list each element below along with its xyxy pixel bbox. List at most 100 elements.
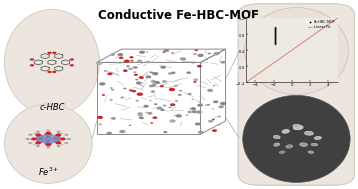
Circle shape	[28, 142, 33, 144]
Circle shape	[197, 65, 202, 67]
Circle shape	[124, 60, 130, 63]
Circle shape	[55, 133, 61, 136]
Circle shape	[174, 85, 177, 87]
Circle shape	[57, 145, 61, 147]
Ellipse shape	[293, 125, 303, 130]
Circle shape	[28, 134, 33, 136]
Circle shape	[187, 111, 192, 113]
Circle shape	[146, 51, 149, 53]
Circle shape	[134, 74, 138, 76]
Circle shape	[156, 107, 163, 110]
Circle shape	[137, 112, 142, 115]
Circle shape	[163, 131, 168, 133]
Circle shape	[171, 52, 174, 54]
Circle shape	[218, 124, 221, 125]
Circle shape	[193, 81, 197, 83]
Circle shape	[47, 71, 52, 73]
Circle shape	[126, 65, 130, 67]
Circle shape	[96, 62, 102, 65]
Ellipse shape	[274, 143, 280, 146]
Circle shape	[197, 104, 203, 107]
Circle shape	[129, 125, 131, 126]
Circle shape	[60, 137, 66, 140]
Ellipse shape	[308, 151, 314, 153]
Circle shape	[187, 71, 191, 74]
Circle shape	[107, 132, 109, 133]
Circle shape	[207, 89, 213, 92]
Circle shape	[160, 85, 164, 87]
Circle shape	[70, 64, 74, 67]
Circle shape	[199, 123, 201, 125]
Circle shape	[151, 90, 155, 93]
Circle shape	[213, 85, 216, 86]
Circle shape	[45, 143, 51, 146]
Circle shape	[195, 122, 200, 125]
Circle shape	[120, 96, 125, 99]
Circle shape	[154, 103, 158, 105]
Circle shape	[30, 58, 34, 61]
Circle shape	[45, 132, 51, 135]
Ellipse shape	[286, 145, 292, 148]
Circle shape	[192, 62, 194, 64]
Circle shape	[168, 72, 173, 75]
Circle shape	[169, 107, 171, 108]
Circle shape	[154, 81, 160, 84]
Circle shape	[44, 137, 52, 141]
Circle shape	[147, 112, 153, 115]
Circle shape	[64, 134, 68, 136]
Circle shape	[46, 129, 50, 132]
Circle shape	[104, 70, 107, 72]
Circle shape	[107, 72, 113, 75]
Circle shape	[35, 141, 41, 144]
Circle shape	[36, 131, 40, 133]
Circle shape	[145, 75, 151, 78]
Circle shape	[180, 57, 186, 61]
Circle shape	[143, 105, 149, 108]
Circle shape	[176, 114, 182, 118]
Circle shape	[169, 119, 176, 123]
Circle shape	[99, 82, 106, 86]
Ellipse shape	[4, 9, 100, 115]
Circle shape	[129, 56, 134, 58]
Circle shape	[187, 93, 192, 95]
Circle shape	[151, 84, 156, 87]
Circle shape	[169, 88, 175, 91]
Circle shape	[162, 80, 166, 82]
Circle shape	[152, 83, 156, 85]
Circle shape	[106, 132, 112, 135]
Circle shape	[150, 122, 153, 124]
Circle shape	[119, 130, 126, 133]
Text: c-HBC: c-HBC	[39, 103, 65, 112]
Circle shape	[164, 49, 169, 52]
Circle shape	[163, 105, 166, 106]
Circle shape	[123, 70, 128, 72]
Ellipse shape	[245, 8, 348, 94]
Circle shape	[52, 135, 60, 139]
Circle shape	[123, 88, 127, 89]
Circle shape	[212, 119, 215, 120]
Circle shape	[151, 80, 155, 83]
Circle shape	[207, 104, 210, 106]
Circle shape	[52, 139, 60, 143]
Circle shape	[192, 110, 197, 113]
Circle shape	[136, 100, 139, 102]
Ellipse shape	[282, 129, 289, 133]
Circle shape	[67, 138, 71, 140]
Ellipse shape	[273, 135, 280, 139]
Ellipse shape	[279, 151, 285, 153]
Ellipse shape	[305, 131, 313, 135]
Circle shape	[137, 92, 143, 96]
Ellipse shape	[293, 124, 300, 127]
Circle shape	[192, 98, 194, 100]
Circle shape	[139, 76, 144, 79]
Circle shape	[46, 146, 50, 148]
Circle shape	[171, 72, 175, 74]
Circle shape	[47, 52, 52, 54]
Ellipse shape	[243, 95, 350, 182]
Circle shape	[199, 101, 201, 102]
Circle shape	[109, 99, 113, 101]
Circle shape	[44, 141, 52, 145]
Circle shape	[138, 114, 143, 117]
Circle shape	[44, 133, 52, 137]
Circle shape	[212, 108, 214, 109]
